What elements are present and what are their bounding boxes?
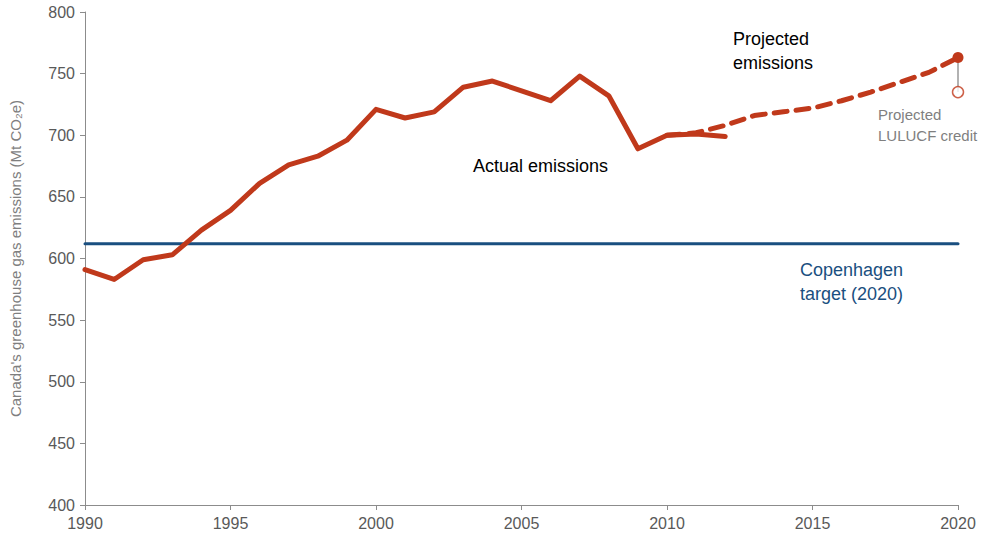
svg-text:1995: 1995 (213, 515, 249, 532)
svg-text:800: 800 (48, 4, 75, 21)
svg-text:500: 500 (48, 373, 75, 390)
svg-text:450: 450 (48, 435, 75, 452)
svg-text:2005: 2005 (504, 515, 540, 532)
svg-text:2020: 2020 (940, 515, 976, 532)
svg-text:Projected: Projected (733, 29, 814, 49)
svg-text:700: 700 (48, 127, 75, 144)
svg-text:550: 550 (48, 312, 75, 329)
svg-text:Actual emissions: Actual emissions (473, 156, 608, 176)
svg-text:Canada's greenhouse gas emissi: Canada's greenhouse gas emissions (Mt CO… (7, 100, 24, 417)
svg-text:2000: 2000 (358, 515, 394, 532)
svg-text:1990: 1990 (67, 515, 103, 532)
svg-text:400: 400 (48, 497, 75, 514)
svg-text:750: 750 (48, 65, 75, 82)
svg-text:emissions: emissions (733, 53, 813, 73)
svg-text:Copenhagen: Copenhagen (800, 260, 908, 280)
svg-text:2010: 2010 (649, 515, 685, 532)
svg-text:target (2020): target (2020) (800, 284, 903, 304)
svg-text:650: 650 (48, 188, 75, 205)
svg-text:LULUCF credit: LULUCF credit (878, 127, 978, 144)
svg-text:2015: 2015 (795, 515, 831, 532)
svg-text:Projected: Projected (878, 106, 946, 123)
svg-text:600: 600 (48, 250, 75, 267)
